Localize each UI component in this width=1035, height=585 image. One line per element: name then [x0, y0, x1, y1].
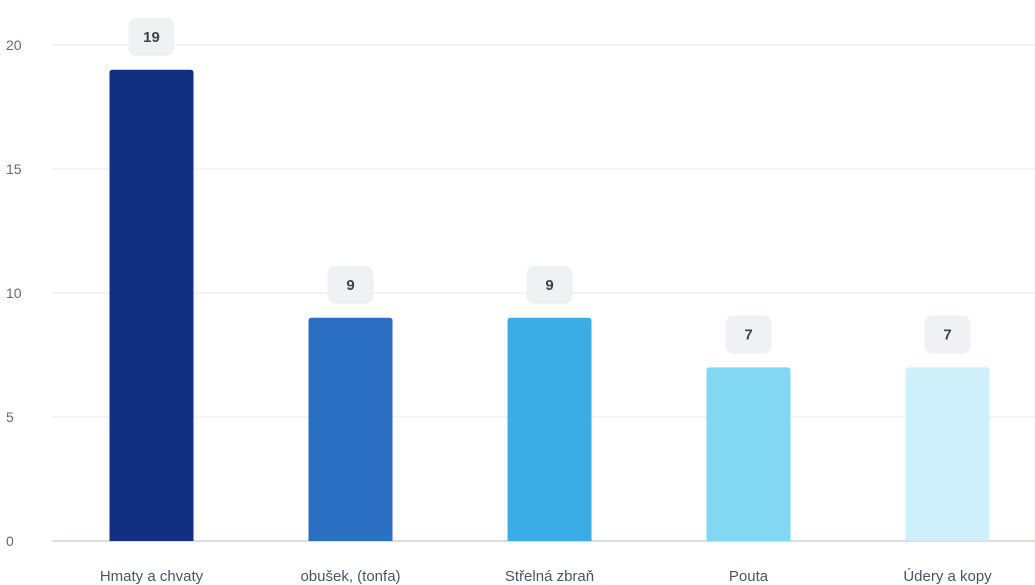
data-label-box: [924, 315, 971, 354]
y-tick-label: 0: [6, 533, 14, 549]
data-label-box: [128, 17, 175, 56]
y-tick-label: 10: [6, 285, 22, 301]
data-label-box: [327, 265, 374, 304]
y-tick-label: 20: [6, 37, 22, 53]
x-category-label: Údery a kopy: [903, 568, 992, 585]
x-axis-labels: Hmaty a chvaty obušek, (tonfa) Střelná zbr…: [100, 568, 992, 585]
data-label-box: [725, 315, 772, 354]
data-label: 7: [744, 326, 752, 343]
y-axis-ticks: 0 5 10 15 20: [6, 37, 22, 549]
bar: [905, 367, 990, 541]
y-tick-label: 5: [6, 409, 14, 425]
data-label: 9: [346, 277, 354, 294]
bar: [507, 317, 592, 541]
data-label: 7: [943, 326, 951, 343]
data-label-box: [526, 265, 573, 304]
bar: [308, 317, 393, 541]
x-category-label: Střelná zbraň: [505, 568, 594, 585]
y-tick-label: 15: [6, 161, 22, 177]
data-label: 9: [545, 277, 553, 294]
x-category-label: Pouta: [729, 568, 769, 585]
bar: [706, 367, 791, 541]
x-category-label: obušek, (tonfa): [300, 568, 400, 585]
x-category-label: Hmaty a chvaty: [100, 568, 204, 585]
bar: [109, 69, 194, 542]
data-label: 19: [143, 29, 160, 46]
bars: [109, 69, 990, 542]
data-labels: 19 9 9 7 7: [128, 17, 971, 354]
